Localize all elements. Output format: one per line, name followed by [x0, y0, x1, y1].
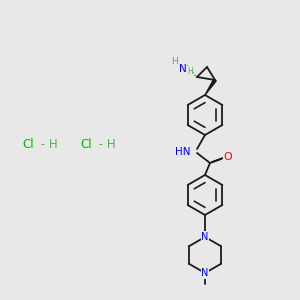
Text: O: O: [224, 152, 232, 162]
Polygon shape: [205, 79, 216, 95]
Text: N: N: [201, 268, 209, 278]
Text: N: N: [201, 232, 209, 242]
Text: Cl: Cl: [80, 139, 92, 152]
Text: HN: HN: [175, 147, 190, 157]
Text: N: N: [179, 64, 187, 74]
Text: H: H: [172, 58, 178, 67]
Text: N: N: [201, 232, 209, 242]
Text: Cl: Cl: [22, 139, 34, 152]
Text: - H: - H: [95, 139, 116, 152]
Text: - H: - H: [37, 139, 58, 152]
Text: H: H: [187, 67, 193, 76]
